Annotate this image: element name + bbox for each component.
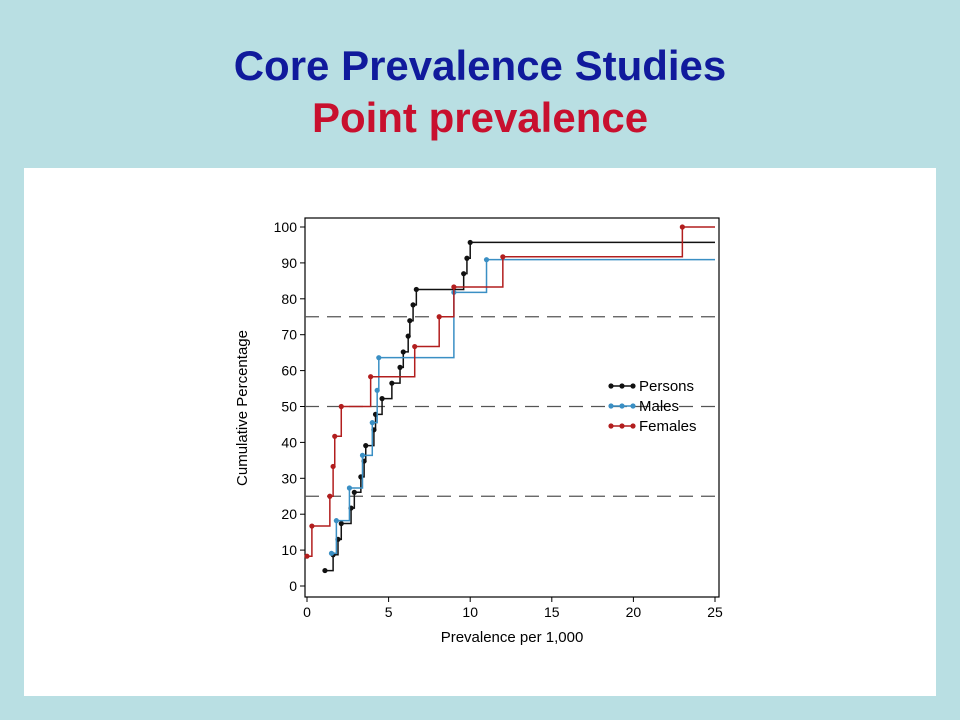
point-females (412, 343, 418, 350)
point-persons (467, 239, 473, 246)
step-chart: Prevalence per 1,000 Cumulative Percenta… (234, 217, 723, 646)
point-females (679, 224, 685, 230)
legend-marker-persons (619, 383, 625, 389)
point-persons (322, 567, 328, 574)
y-tick-label: 70 (281, 327, 297, 343)
point-persons (410, 302, 416, 308)
x-axis-title: Prevalence per 1,000 (441, 629, 584, 646)
legend-marker-females (630, 423, 636, 429)
point-females (500, 254, 506, 260)
plot-frame (304, 217, 720, 598)
y-tick-label: 40 (281, 434, 297, 450)
series-line-females (307, 226, 715, 557)
point-males (333, 518, 339, 524)
x-tick-label: 0 (303, 604, 311, 620)
x-tick-label: 15 (544, 604, 560, 620)
point-males (369, 420, 375, 426)
point-persons (413, 286, 419, 293)
point-persons (464, 255, 470, 261)
point-persons (389, 380, 395, 386)
legend-marker-females (608, 423, 614, 429)
point-females (327, 493, 333, 499)
y-tick-label: 90 (281, 255, 297, 271)
legend-label-males: Males (639, 398, 679, 415)
point-males (359, 452, 366, 458)
point-males (374, 387, 380, 393)
slide-title-block: Core Prevalence Studies Point prevalence (0, 40, 960, 144)
point-males (346, 485, 353, 491)
legend-marker-females (619, 423, 625, 429)
point-females (332, 433, 338, 439)
point-males (376, 355, 382, 361)
y-tick-label: 10 (281, 542, 297, 558)
point-persons (379, 396, 385, 402)
slide-subtitle: Point prevalence (311, 94, 649, 141)
point-females (309, 523, 315, 529)
chart-panel: Prevalence per 1,000 Cumulative Percenta… (24, 168, 936, 696)
x-tick-label: 10 (462, 604, 478, 620)
legend-marker-persons (608, 383, 614, 389)
legend-marker-males (630, 403, 636, 409)
point-males (328, 550, 335, 556)
point-persons (351, 489, 357, 495)
x-tick-label: 25 (707, 604, 723, 620)
legend-marker-males (619, 403, 625, 409)
y-tick-label: 50 (281, 399, 297, 415)
y-tick-label: 0 (289, 578, 297, 594)
y-tick-label: 60 (281, 363, 297, 379)
point-persons (338, 520, 344, 527)
legend-label-persons: Persons (639, 378, 694, 395)
point-persons (400, 349, 406, 355)
x-tick-label: 5 (385, 604, 393, 620)
point-females (330, 463, 336, 470)
slide-title: Core Prevalence Studies (233, 42, 727, 89)
point-females (436, 314, 442, 320)
y-tick-label: 20 (281, 506, 297, 522)
point-females (368, 374, 374, 380)
point-females (338, 403, 344, 410)
point-females (451, 284, 457, 290)
point-males (483, 257, 490, 263)
y-tick-label: 30 (281, 470, 297, 486)
point-persons (405, 333, 411, 339)
point-persons (397, 364, 403, 370)
legend-label-females: Females (639, 418, 697, 435)
y-axis-title: Cumulative Percentage (234, 330, 251, 486)
point-persons (461, 271, 467, 277)
y-tick-label: 100 (274, 219, 298, 235)
legend-marker-persons (630, 383, 636, 389)
x-tick-label: 20 (626, 604, 642, 620)
y-tick-label: 80 (281, 291, 297, 307)
legend-marker-males (608, 403, 614, 409)
point-persons (363, 443, 369, 449)
point-persons (407, 318, 413, 324)
point-females (304, 553, 310, 559)
